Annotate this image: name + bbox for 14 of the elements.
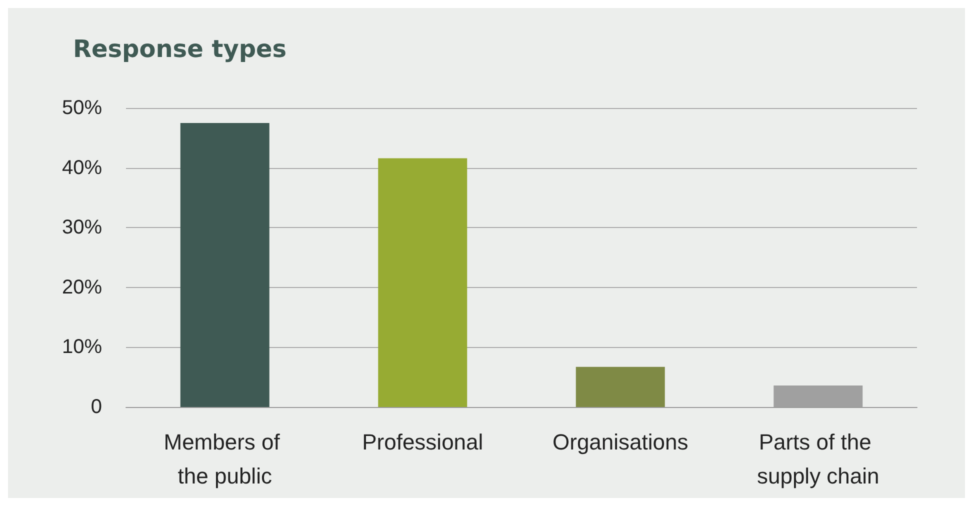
bar bbox=[180, 122, 270, 407]
x-tick-label: Organisations bbox=[552, 430, 688, 454]
x-tick-label: Members of the public bbox=[164, 430, 286, 488]
chart-title: Response types bbox=[73, 35, 287, 63]
y-tick-label: 30% bbox=[62, 216, 102, 239]
y-tick-label: 10% bbox=[62, 336, 102, 358]
bar bbox=[576, 366, 665, 407]
y-tick-label: 20% bbox=[62, 276, 102, 298]
y-tick-label: 50% bbox=[62, 97, 102, 119]
x-tick-label: Parts of the supply chain bbox=[756, 430, 880, 488]
bar bbox=[378, 158, 468, 407]
y-tick-label: 40% bbox=[62, 156, 102, 179]
y-tick-label: 0 bbox=[90, 396, 102, 418]
x-tick-label: Professional bbox=[362, 430, 484, 454]
